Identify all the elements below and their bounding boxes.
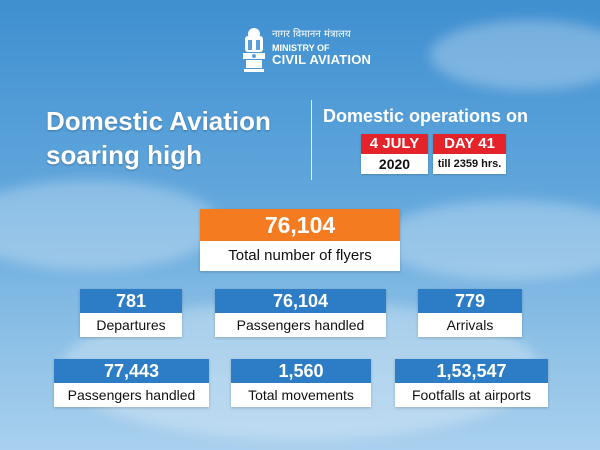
- day-badge: DAY 41 till 2359 hrs.: [433, 134, 506, 174]
- headline-line1: Domestic Aviation: [46, 106, 271, 136]
- total-movements-value: 1,560: [231, 359, 371, 383]
- headline-line2: soaring high: [46, 140, 202, 170]
- total-flyers-card: 76,104 Total number of flyers: [200, 209, 400, 271]
- arrivals-label: Arrivals: [446, 317, 494, 333]
- ministry-logo-text: नागर विमानन मंत्रालय MINISTRY OF CIVIL A…: [272, 29, 372, 67]
- headline: Domestic Aviation soaring high: [46, 104, 271, 172]
- passengers-handled-value: 76,104: [215, 289, 386, 313]
- total-flyers-value: 76,104: [200, 209, 400, 241]
- departures-value: 781: [80, 289, 182, 313]
- footfalls-card: 1,53,547 Footfalls at airports: [395, 359, 548, 407]
- ministry-line2: CIVIL AVIATION: [272, 51, 372, 67]
- passengers-handled-label: Passengers handled: [236, 317, 365, 333]
- total-movements-label: Total movements: [248, 387, 354, 403]
- total-movements-card: 1,560 Total movements: [231, 359, 371, 407]
- footfalls-value: 1,53,547: [395, 359, 548, 383]
- passengers-handled-card: 76,104 Passengers handled: [215, 289, 386, 337]
- year-label: 2020: [378, 156, 411, 172]
- passengers-handled-airports-label: Passengers handled: [67, 387, 196, 403]
- total-flyers-label: Total number of flyers: [228, 247, 372, 264]
- ministry-line1: MINISTRY OF: [272, 42, 330, 53]
- arrivals-value: 779: [418, 289, 522, 313]
- footfalls-label: Footfalls at airports: [411, 387, 532, 403]
- passengers-handled-airports-card: 77,443 Passengers handled: [54, 359, 209, 407]
- operations-title: Domestic operations on: [323, 106, 529, 126]
- ministry-hindi: नागर विमानन मंत्रालय: [272, 29, 351, 40]
- day-label: DAY 41: [433, 134, 506, 154]
- departures-label: Departures: [96, 317, 166, 333]
- cloud: [380, 200, 600, 280]
- ashoka-emblem-icon: [243, 28, 265, 72]
- day-sub-label: till 2359 hrs.: [437, 158, 502, 170]
- date-badge: 4 JULY 2020: [361, 134, 428, 174]
- passengers-handled-airports-value: 77,443: [54, 359, 209, 383]
- arrivals-card: 779 Arrivals: [418, 289, 522, 337]
- cloud: [0, 180, 220, 270]
- cloud: [430, 20, 600, 90]
- date-label: 4 JULY: [361, 134, 428, 154]
- departures-card: 781 Departures: [80, 289, 182, 337]
- divider: [311, 100, 312, 180]
